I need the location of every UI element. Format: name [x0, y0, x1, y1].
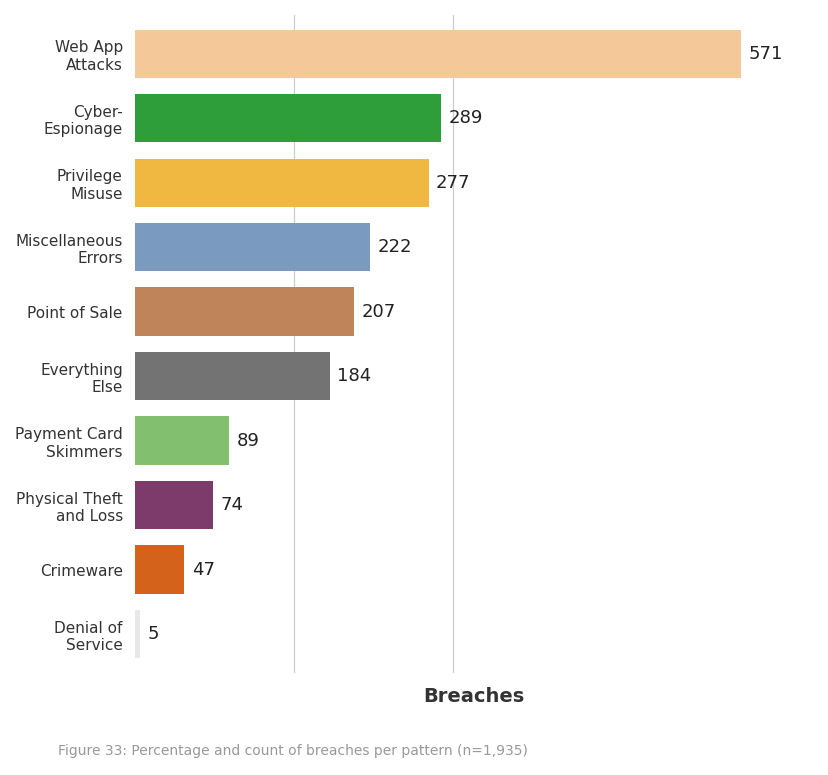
Bar: [134, 352, 330, 401]
Bar: [134, 481, 213, 529]
Bar: [134, 159, 428, 207]
Bar: [134, 546, 184, 594]
Bar: [134, 94, 440, 143]
Text: Figure 33: Percentage and count of breaches per pattern (n=1,935): Figure 33: Percentage and count of breac…: [58, 744, 527, 758]
Text: 222: 222: [378, 238, 412, 257]
Text: 5: 5: [147, 625, 159, 643]
Text: 47: 47: [191, 560, 214, 579]
Text: 184: 184: [337, 367, 371, 385]
Text: 74: 74: [220, 496, 243, 514]
Text: 207: 207: [361, 303, 396, 321]
X-axis label: Breaches: Breaches: [423, 687, 524, 706]
Text: 277: 277: [436, 174, 470, 191]
Text: 571: 571: [748, 45, 782, 63]
Bar: [134, 416, 229, 465]
Bar: [134, 610, 140, 658]
Text: 289: 289: [448, 109, 483, 127]
Bar: [134, 223, 370, 271]
Bar: [134, 288, 354, 336]
Text: 89: 89: [236, 432, 259, 449]
Bar: [134, 29, 740, 78]
